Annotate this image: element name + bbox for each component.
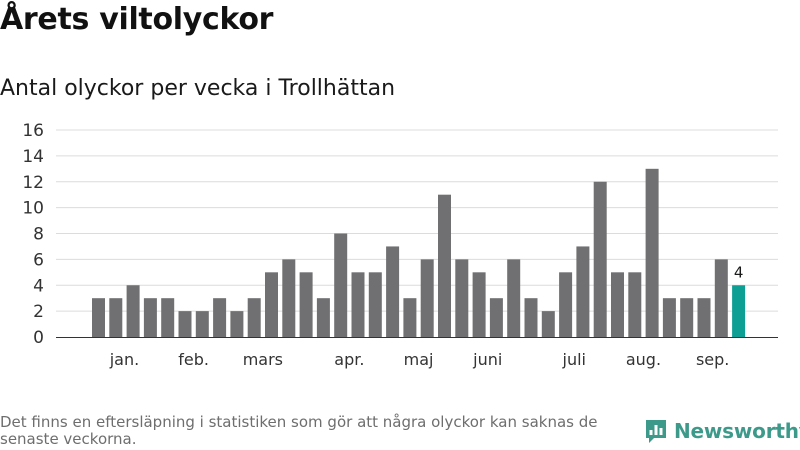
- x-tick-label: feb.: [178, 350, 209, 369]
- bar: [680, 298, 694, 337]
- bar: [230, 311, 244, 337]
- bar: [126, 285, 140, 337]
- bar: [559, 272, 573, 337]
- bar: [472, 272, 486, 337]
- bar: [178, 311, 192, 337]
- x-tick-label: mars: [243, 350, 283, 369]
- chart-title: Årets viltolyckor: [0, 2, 274, 37]
- bar-chart-logo-icon: [646, 420, 666, 443]
- bar: [645, 168, 659, 337]
- x-tick-label: apr.: [334, 350, 364, 369]
- bar: [247, 298, 261, 337]
- bar: [143, 298, 157, 337]
- brand-name: Newsworthy: [674, 419, 800, 443]
- bar: [213, 298, 227, 337]
- bar: [334, 233, 348, 337]
- bar: [628, 272, 642, 337]
- x-tick-label: juni: [472, 350, 502, 369]
- bars: [92, 168, 746, 337]
- bar: [368, 272, 382, 337]
- x-axis-labels: jan. feb. mars apr. maj juni juli aug. sep.: [109, 350, 730, 369]
- highlight-value-label: 4: [734, 263, 744, 281]
- bar: [195, 311, 209, 337]
- bar: [697, 298, 711, 337]
- bar: [507, 259, 521, 337]
- x-tick-label: aug.: [626, 350, 661, 369]
- bar: [109, 298, 123, 337]
- bar: [386, 246, 400, 337]
- bar-highlight: [732, 285, 746, 337]
- bar: [489, 298, 503, 337]
- y-tick-label: 10: [22, 199, 44, 219]
- bar: [299, 272, 313, 337]
- bar: [403, 298, 417, 337]
- bar: [714, 259, 728, 337]
- chart-subtitle: Antal olyckor per vecka i Trollhättan: [0, 76, 396, 101]
- y-tick-label: 12: [22, 173, 44, 193]
- bar: [351, 272, 365, 337]
- bar: [576, 246, 590, 337]
- y-tick-label: 8: [33, 225, 44, 245]
- x-tick-label: jan.: [109, 350, 139, 369]
- y-tick-label: 0: [33, 328, 44, 348]
- bar: [455, 259, 469, 337]
- bar: [282, 259, 296, 337]
- bar: [593, 181, 607, 337]
- y-tick-label: 6: [33, 250, 44, 270]
- y-tick-label: 14: [22, 147, 44, 167]
- bar: [92, 298, 105, 337]
- y-axis-ticks: 0 2 4 6 8 10 12 14 16: [22, 121, 44, 348]
- bar: [420, 259, 434, 337]
- x-tick-label: maj: [404, 350, 434, 369]
- newsworthy-logo[interactable]: Newsworthy: [644, 418, 800, 444]
- y-tick-label: 2: [33, 302, 44, 322]
- bar: [438, 194, 451, 337]
- x-tick-label: sep.: [696, 350, 729, 369]
- grid-lines: [56, 129, 778, 312]
- bar: [541, 311, 555, 337]
- bar: [265, 272, 278, 337]
- bar-chart: 0 2 4 6 8 10 12 14 16 jan. feb. mars apr. maj juni jul…: [22, 121, 778, 369]
- bar: [611, 272, 624, 337]
- y-tick-label: 16: [22, 121, 44, 141]
- footnote: Det finns en eftersläpning i statistiken…: [0, 413, 598, 448]
- x-tick-label: juli: [562, 350, 586, 369]
- bar: [662, 298, 676, 337]
- bar: [161, 298, 175, 337]
- y-tick-label: 4: [33, 276, 44, 296]
- bar: [316, 298, 330, 337]
- bar: [524, 298, 538, 337]
